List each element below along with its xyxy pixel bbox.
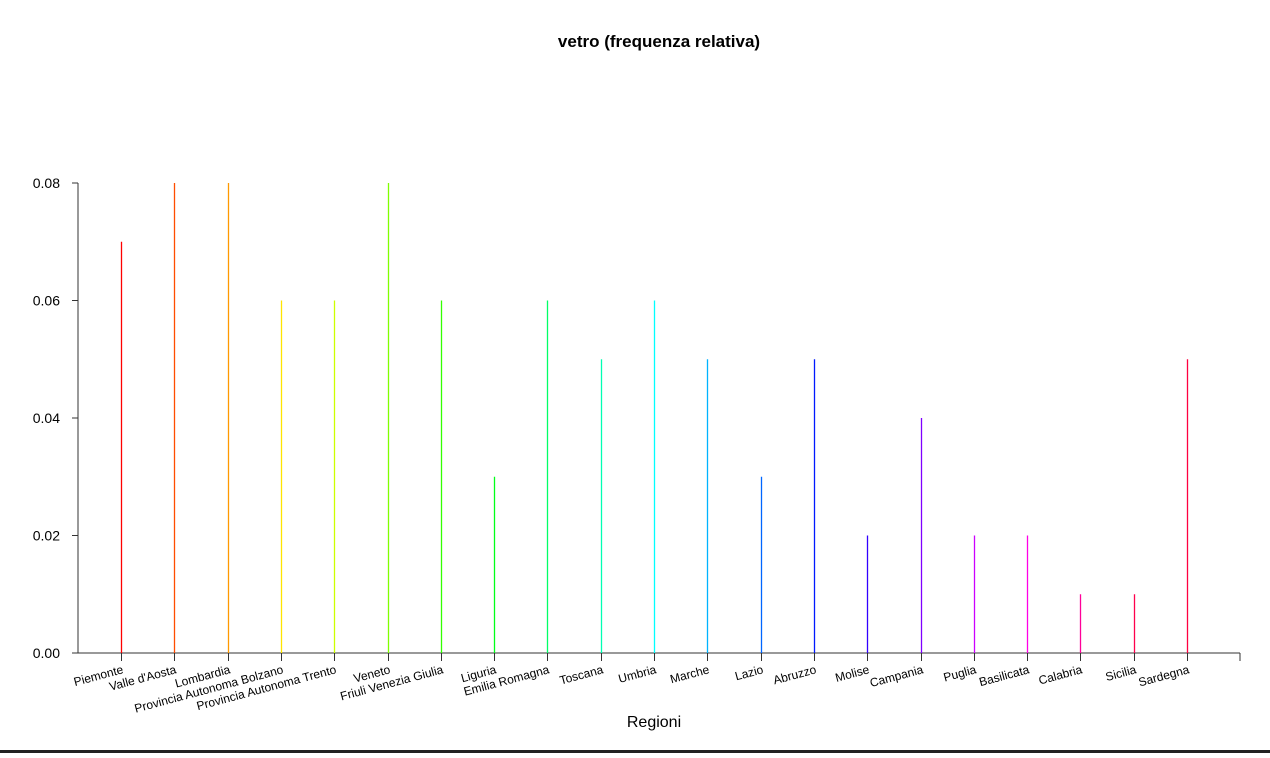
category-label: Basilicata (978, 662, 1032, 689)
window-frame-edge (0, 750, 1270, 753)
category-label: Campania (868, 662, 925, 690)
category-label: Umbria (617, 662, 658, 686)
category-label: Calabria (1037, 662, 1084, 687)
category-label: Sicilia (1104, 662, 1138, 684)
category-label: Puglia (942, 662, 978, 684)
x-axis-label: Regioni (627, 714, 681, 731)
y-tick-label: 0.02 (33, 528, 60, 544)
category-label: Lazio (733, 662, 765, 683)
y-tick-label: 0.06 (33, 293, 60, 309)
category-label: Sardegna (1137, 662, 1191, 689)
category-label: Abruzzo (772, 662, 818, 687)
y-axis: 0.00 0.02 0.04 0.06 0.08 (33, 175, 79, 661)
category-label: Toscana (558, 662, 605, 687)
category-label: Marche (669, 662, 712, 686)
y-tick-label: 0.08 (33, 175, 60, 191)
y-tick-label: 0.04 (33, 410, 60, 426)
y-tick-label: 0.00 (33, 645, 60, 661)
bars (120, 183, 1189, 653)
chart-title: vetro (frequenza relativa) (558, 32, 760, 51)
category-label: Molise (834, 662, 871, 685)
x-axis (78, 652, 1241, 661)
